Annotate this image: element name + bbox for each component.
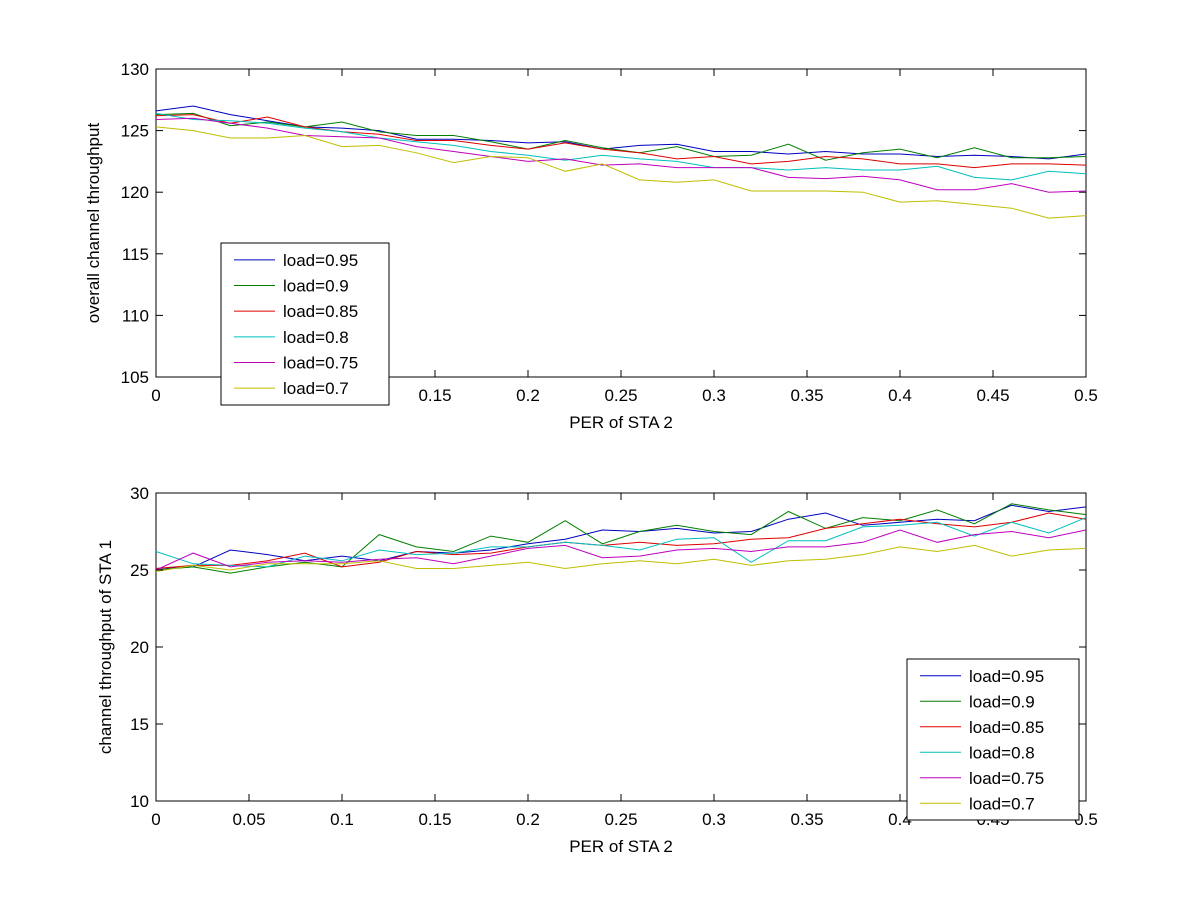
top-x-axis-label: PER of STA 2 (569, 413, 673, 432)
bottom-x-axis-label: PER of STA 2 (569, 837, 673, 856)
top-x-tick-label: 0.2 (516, 386, 540, 405)
bottom-legend-label: load=0.95 (969, 667, 1044, 686)
top-series-line-3 (155, 112, 1087, 181)
bottom-legend-label: load=0.7 (969, 794, 1035, 813)
top-x-tick-label: 0.25 (604, 386, 637, 405)
top-series-line-4 (155, 117, 1087, 193)
bottom-x-tick-label: 0 (151, 810, 160, 829)
top-x-tick-label: 0.3 (702, 386, 726, 405)
bottom-legend: load=0.95 load=0.9 load=0.85 load=0.8 load=0… (906, 658, 1080, 821)
top-legend-box (220, 242, 390, 406)
bottom-y-tick-label: 25 (130, 561, 149, 580)
bottom-series-group (155, 503, 1087, 574)
bottom-series-line-4 (155, 529, 1087, 571)
top-series-line-5 (155, 126, 1087, 219)
top-series-group (155, 105, 1087, 219)
top-x-tick-label: 0.4 (888, 386, 912, 405)
bottom-x-tick-label: 0.5 (1074, 810, 1098, 829)
bottom-y-tick-label: 20 (130, 638, 149, 657)
top-x-tick-label: 0.35 (790, 386, 823, 405)
top-x-tick-label: 0 (151, 386, 160, 405)
bottom-chart: 00.050.10.150.20.250.30.350.40.450.51015… (96, 484, 1098, 856)
top-legend-label: load=0.85 (283, 302, 358, 321)
bottom-x-tick-label: 0.35 (790, 810, 823, 829)
top-legend-label: load=0.75 (283, 354, 358, 373)
top-legend: load=0.95 load=0.9 load=0.85 load=0.8 load=0… (220, 242, 390, 406)
bottom-x-tick-label: 0.05 (232, 810, 265, 829)
top-y-axis-label: overall channel throughput (84, 123, 103, 324)
bottom-x-tick-label: 0.1 (330, 810, 354, 829)
bottom-series-line-1 (155, 503, 1087, 574)
bottom-legend-label: load=0.75 (969, 769, 1044, 788)
top-y-tick-label: 125 (121, 122, 149, 141)
bottom-x-tick-label: 0.3 (702, 810, 726, 829)
top-legend-label: load=0.7 (283, 379, 349, 398)
bottom-legend-box (906, 658, 1080, 821)
top-y-tick-label: 115 (122, 245, 149, 264)
bottom-legend-label: load=0.8 (969, 743, 1035, 762)
top-chart: 0 0.15 0.2 0.25 0.3 0.35 0.4 0.45 0.5 105 110 115 12… (84, 60, 1098, 432)
top-x-tick-label: 0.45 (976, 386, 1009, 405)
top-x-tick-label: 0.15 (418, 386, 451, 405)
bottom-x-tick-label: 0.4 (888, 810, 912, 829)
top-y-tick-label: 120 (121, 183, 149, 202)
top-y-tick-label: 130 (121, 60, 149, 79)
top-legend-label: load=0.9 (283, 277, 349, 296)
bottom-legend-label: load=0.9 (969, 692, 1035, 711)
top-legend-label: load=0.8 (283, 328, 349, 347)
bottom-y-tick-label: 10 (130, 792, 149, 811)
top-legend-label: load=0.95 (283, 251, 358, 270)
bottom-series-line-3 (155, 517, 1087, 568)
top-y-tick-label: 110 (122, 306, 149, 325)
bottom-series-line-5 (155, 544, 1087, 572)
bottom-x-tick-label: 0.2 (516, 810, 540, 829)
top-series-line-2 (155, 114, 1087, 169)
bottom-x-tick-label: 0.25 (604, 810, 637, 829)
top-ticks-group: 0 0.15 0.2 0.25 0.3 0.35 0.4 0.45 0.5 105 110 115 12… (121, 60, 1098, 405)
bottom-y-axis-label: channel throughput of STA 1 (96, 540, 115, 754)
bottom-x-tick-label: 0.15 (418, 810, 451, 829)
bottom-y-tick-label: 15 (130, 715, 149, 734)
bottom-legend-label: load=0.85 (969, 718, 1044, 737)
bottom-ticks-group: 00.050.10.150.20.250.30.350.40.450.51015… (130, 484, 1098, 829)
bottom-y-tick-label: 30 (130, 484, 149, 503)
top-x-tick-label: 0.5 (1074, 386, 1098, 405)
top-y-tick-label: 105 (121, 368, 149, 387)
top-series-line-1 (155, 112, 1087, 161)
bottom-series-line-0 (155, 504, 1087, 569)
